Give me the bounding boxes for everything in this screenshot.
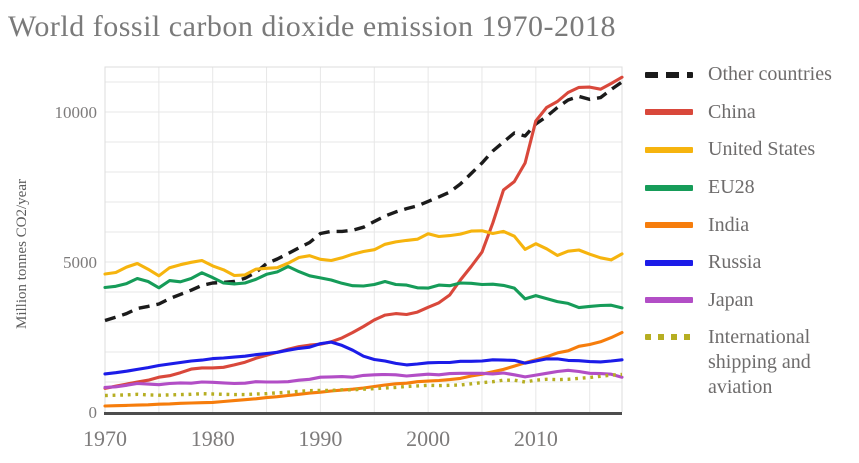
legend: Other countries China United States EU28 Ind… bbox=[645, 56, 857, 400]
legend-item-russia: Russia bbox=[645, 244, 857, 282]
y-tick-label: 5000 bbox=[63, 253, 97, 272]
legend-item-other-countries: Other countries bbox=[645, 56, 857, 94]
series-line-japan bbox=[103, 368, 624, 389]
legend-label: Japan bbox=[708, 288, 754, 311]
x-tick-label: 1970 bbox=[83, 426, 127, 451]
series-line-eu28 bbox=[103, 264, 624, 310]
legend-swatch-international-shipping-and-aviation-dotted-line bbox=[645, 334, 693, 341]
chart-title: World fossil carbon dioxide emission 197… bbox=[8, 10, 617, 43]
legend-item-japan: Japan bbox=[645, 282, 857, 320]
legend-label: China bbox=[708, 100, 756, 123]
series-line-united-states bbox=[103, 229, 624, 278]
x-tick-label: 2010 bbox=[514, 426, 558, 451]
plot-frame bbox=[104, 66, 623, 412]
legend-item-india: India bbox=[645, 206, 857, 244]
legend-item-china: China bbox=[645, 94, 857, 132]
legend-swatch-other-countries-dashed-line bbox=[645, 71, 693, 78]
x-tick-label: 1980 bbox=[191, 426, 235, 451]
y-tick-label: 10000 bbox=[55, 103, 98, 122]
legend-item-united-states: United States bbox=[645, 131, 857, 169]
legend-swatch-japan-solid-line bbox=[645, 297, 693, 304]
x-tick-label: 1990 bbox=[298, 426, 342, 451]
series-line-russia bbox=[103, 340, 624, 376]
legend-swatch-china-solid-line bbox=[645, 109, 693, 116]
legend-swatch-india-solid-line bbox=[645, 222, 693, 229]
legend-label: International shipping and aviation bbox=[708, 326, 811, 399]
series-line-international-shipping-and-aviation bbox=[104, 372, 623, 398]
legend-swatch-eu28-solid-line bbox=[645, 184, 693, 191]
legend-label: EU28 bbox=[708, 176, 755, 199]
legend-item-international-shipping-and-aviation: International shipping and aviation bbox=[645, 319, 857, 400]
x-tick-label: 2000 bbox=[406, 426, 450, 451]
legend-swatch-russia-solid-line bbox=[645, 259, 693, 266]
legend-label: India bbox=[708, 213, 750, 236]
legend-swatch-united-states-solid-line bbox=[645, 146, 693, 153]
legend-item-eu28: EU28 bbox=[645, 169, 857, 207]
legend-label: Other countries bbox=[708, 63, 832, 86]
legend-label: Russia bbox=[708, 251, 762, 274]
legend-label: United States bbox=[708, 138, 816, 161]
series-line-china bbox=[103, 75, 624, 390]
y-tick-label: 0 bbox=[89, 403, 98, 422]
